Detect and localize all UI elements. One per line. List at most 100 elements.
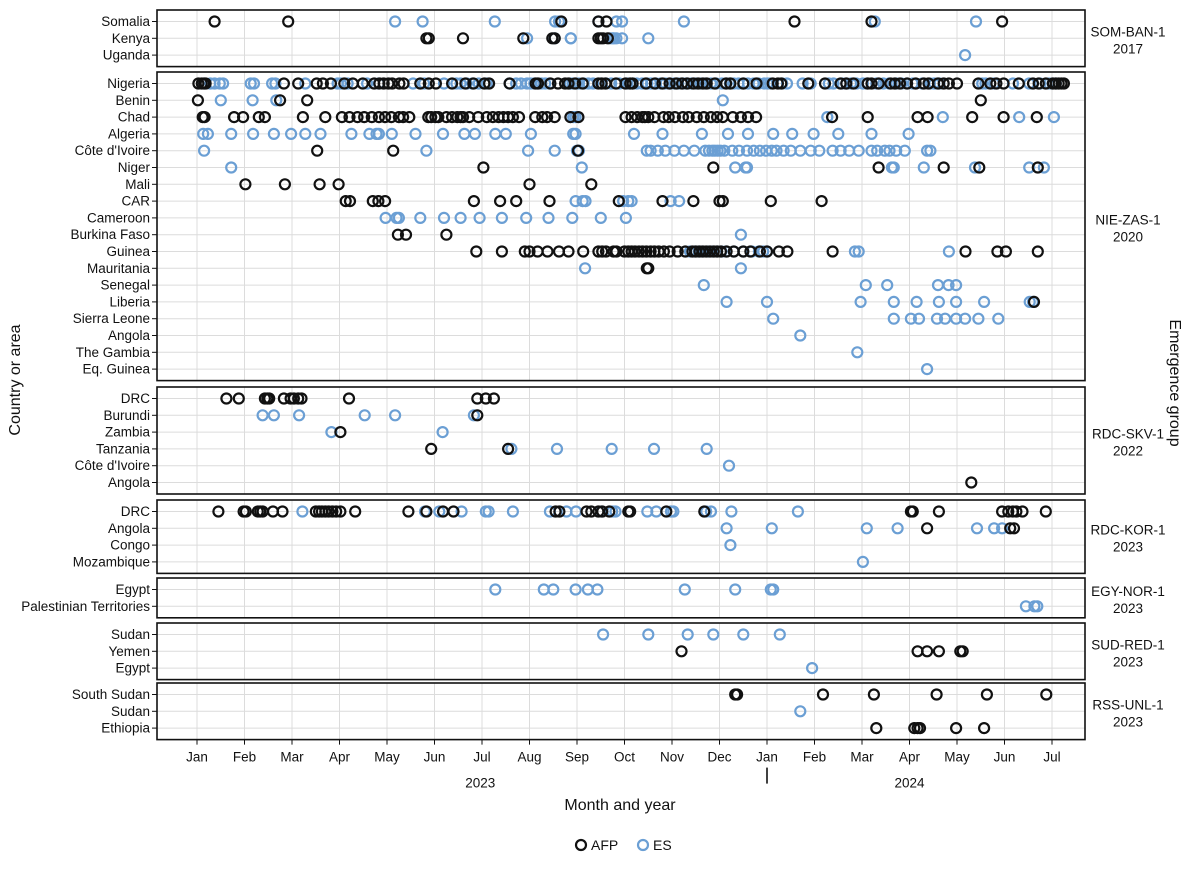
es-point: [852, 144, 865, 157]
es-point: [920, 363, 934, 376]
afp-point: [714, 245, 728, 258]
row-label: Cameroon: [87, 210, 150, 225]
es-point: [734, 262, 748, 275]
es-point: [542, 211, 555, 224]
row-label: Senegal: [100, 278, 150, 293]
afp-point: [966, 110, 979, 124]
es-point: [826, 144, 839, 157]
afp-point: [815, 195, 828, 208]
afp-point: [995, 15, 1009, 28]
es-point: [854, 295, 867, 308]
afp-point: [571, 144, 585, 157]
es-point: [681, 628, 694, 641]
afp-point: [548, 32, 561, 45]
afp-point: [663, 245, 676, 258]
afp-point: [753, 245, 767, 258]
x-tick-label: Oct: [614, 750, 635, 765]
afp-point: [377, 77, 390, 90]
es-point: [807, 127, 820, 140]
afp-point: [698, 505, 711, 518]
es-point: [887, 161, 900, 174]
es-point: [520, 211, 533, 224]
afp-point: [263, 392, 276, 405]
afp-point: [576, 77, 589, 90]
afp-point: [580, 505, 593, 518]
afp-point: [682, 110, 695, 124]
x-tick-label: Jun: [424, 750, 446, 765]
es-point: [548, 15, 562, 28]
es-point: [596, 628, 610, 641]
es-point: [724, 538, 737, 552]
row-label: Benin: [115, 93, 150, 108]
afp-point: [479, 392, 492, 405]
es-point: [969, 15, 983, 28]
x-tick-label: Jan: [756, 750, 778, 765]
afp-point: [750, 77, 763, 90]
afp-point: [425, 442, 438, 455]
x-axis: Jan Feb Mar Apr May Jun Jul Aug Sep Oct Nov Dec Jan F…: [186, 739, 1061, 791]
es-point: [550, 442, 564, 455]
afp-point: [959, 245, 972, 258]
afp-point: [619, 77, 632, 90]
afp-point: [872, 161, 885, 174]
es-point: [753, 144, 767, 157]
es-point: [695, 127, 709, 140]
es-point: [881, 279, 894, 292]
es-point: [796, 77, 809, 90]
afp-point: [319, 110, 332, 124]
afp-point: [644, 245, 657, 258]
afp-point: [990, 77, 1003, 90]
row-label: DRC: [121, 504, 150, 519]
afp-point: [893, 77, 907, 90]
afp-point: [603, 505, 616, 518]
es-point: [642, 32, 655, 45]
afp-point: [687, 195, 700, 208]
es-point: [499, 127, 512, 140]
legend-marker-es: [636, 838, 650, 852]
es-point: [942, 245, 956, 258]
es-point: [760, 295, 774, 308]
afp-point: [334, 426, 347, 439]
es-point: [865, 127, 878, 140]
es-point: [741, 127, 755, 140]
es-point: [619, 211, 633, 224]
afp-point: [610, 245, 623, 258]
afp-point: [937, 161, 950, 174]
afp-point: [459, 77, 472, 90]
afp-point: [690, 110, 703, 124]
afp-point: [657, 110, 670, 124]
afp-point: [585, 178, 598, 191]
afp-point: [232, 392, 245, 405]
es-point: [299, 127, 312, 140]
afp-point: [932, 505, 946, 518]
afp-point: [278, 178, 291, 191]
x-tick-label: Feb: [233, 750, 256, 765]
es-point: [609, 505, 622, 518]
es-point: [270, 94, 283, 107]
afp-point: [387, 144, 400, 157]
afp-point: [704, 110, 718, 124]
es-point: [299, 77, 312, 90]
afp-point: [675, 645, 688, 658]
es-point: [420, 144, 433, 157]
afp-point: [237, 110, 250, 124]
afp-point: [447, 505, 460, 518]
afp-point: [456, 32, 470, 45]
es-point: [269, 77, 282, 90]
afp-point: [707, 161, 720, 174]
es-point: [770, 144, 783, 157]
es-point: [958, 48, 972, 62]
afp-point: [1030, 110, 1043, 124]
row-label: Somalia: [101, 14, 150, 29]
afp-point: [548, 110, 561, 124]
es-point: [642, 628, 655, 641]
afp-point: [399, 228, 413, 241]
afp-point: [311, 144, 324, 157]
es-point: [345, 127, 358, 140]
es-point: [627, 127, 641, 140]
es-point: [361, 77, 374, 90]
es-point: [898, 144, 911, 157]
panel-frame: [156, 622, 1086, 681]
group-name: SUD-RED-1: [1091, 637, 1165, 652]
